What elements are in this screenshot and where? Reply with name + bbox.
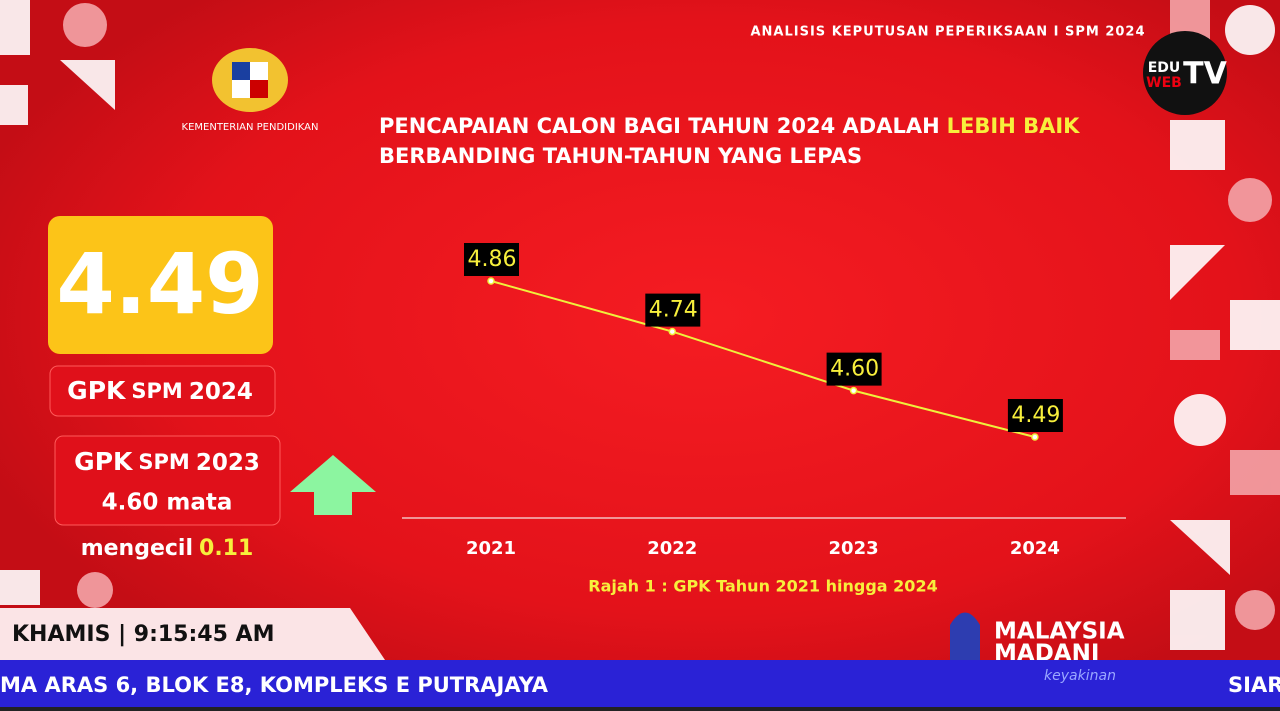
data-line xyxy=(490,280,1036,438)
change-value: 0.11 xyxy=(199,536,253,561)
brand-logo: MALAYSIA MADANI xyxy=(950,612,1125,667)
up-arrow xyxy=(290,455,376,515)
x-tick-label: 2024 xyxy=(1010,538,1060,559)
broadcast-title: ANALISIS KEPUTUSAN PEPERIKSAAN I SPM 202… xyxy=(750,25,1145,40)
big-value-box xyxy=(48,216,273,354)
left-pattern xyxy=(0,0,115,608)
brand-tagline: keyakinan xyxy=(1044,668,1116,684)
big-value: 4.49 xyxy=(56,235,263,333)
logo-part: TV xyxy=(1183,57,1227,92)
label-part: 2023 xyxy=(196,450,260,476)
value-label-box xyxy=(464,243,519,276)
current-label: GPK SPM 2024 xyxy=(67,376,253,405)
plot: 4.86 4.74 4.60 4.49 2021 2022 2023 2024 xyxy=(464,243,1063,559)
label-part: SPM xyxy=(131,379,182,403)
value-label-box xyxy=(826,352,882,386)
current-label-box xyxy=(49,365,276,417)
x-tick-label: 2023 xyxy=(829,538,879,559)
data-point xyxy=(487,277,495,285)
logo-part: EDU xyxy=(1148,60,1181,76)
ticker-bar xyxy=(0,660,1280,707)
channel-logo: EDU WEB TV xyxy=(1143,31,1228,115)
clock-bar xyxy=(0,608,385,660)
previous-label: GPK SPM 2023 xyxy=(74,447,260,476)
x-tick-label: 2021 xyxy=(466,538,516,559)
chart-caption: Rajah 1 : GPK Tahun 2021 hingga 2024 xyxy=(588,577,937,596)
chart-title: PENCAPAIAN CALON BAGI TAHUN 2024 ADALAH L… xyxy=(379,114,1080,138)
brand-part: MALAYSIA xyxy=(994,619,1125,645)
previous-box xyxy=(54,435,281,526)
data-point xyxy=(1031,433,1039,441)
chart-subtitle: BERBANDING TAHUN-TAHUN YANG LEPAS xyxy=(379,144,862,168)
crest xyxy=(212,48,288,112)
x-tick-label: 2022 xyxy=(647,538,697,559)
label-part: SPM xyxy=(138,450,189,474)
ticker-next: SIAR xyxy=(1228,673,1280,697)
value-label-box xyxy=(645,293,701,327)
label-part: 2024 xyxy=(189,379,253,405)
value-label: 4.86 xyxy=(468,247,517,272)
data-point xyxy=(849,386,858,395)
change: mengecil 0.11 xyxy=(81,536,254,561)
day-time: KHAMIS | 9:15:45 AM xyxy=(12,622,274,647)
ticker-text: MA ARAS 6, BLOK E8, KOMPLEKS E PUTRAJAYA xyxy=(0,673,549,697)
logo-part: WEB xyxy=(1146,75,1182,91)
value-label: 4.49 xyxy=(1011,403,1060,428)
title-main: PENCAPAIAN CALON BAGI TAHUN 2024 ADALAH xyxy=(379,114,940,138)
title-highlight: LEBIH BAIK xyxy=(947,114,1081,138)
data-point xyxy=(668,327,677,336)
label-part: GPK xyxy=(67,376,127,405)
ministry-name: KEMENTERIAN PENDIDIKAN xyxy=(182,122,319,133)
value-label-box xyxy=(1007,399,1063,432)
label-part: GPK xyxy=(74,447,134,476)
previous-value: 4.60 mata xyxy=(102,490,233,516)
change-word: mengecil xyxy=(81,536,193,561)
value-label: 4.60 xyxy=(830,357,879,382)
value-label: 4.74 xyxy=(649,298,698,323)
